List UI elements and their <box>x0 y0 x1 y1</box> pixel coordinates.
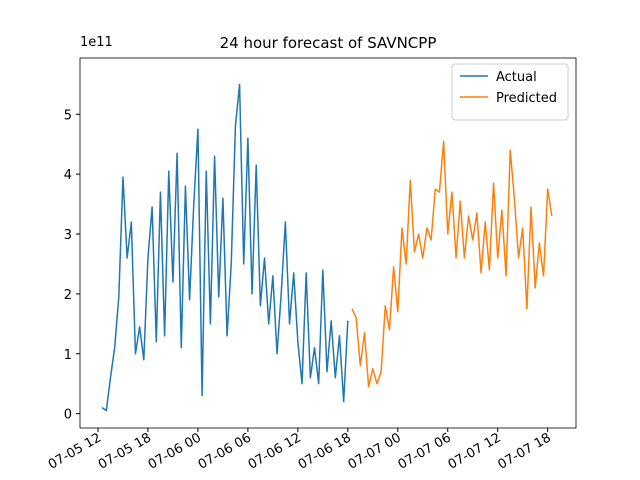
legend-label: Predicted <box>496 91 557 106</box>
y-tick-label: 4 <box>64 168 72 183</box>
series-line <box>351 140 553 388</box>
y-scale-label: 1e11 <box>80 35 113 50</box>
legend-box <box>451 63 569 121</box>
y-tick-label: 2 <box>64 288 72 303</box>
y-tick-label: 5 <box>64 108 72 123</box>
y-tick-label: 1 <box>64 348 72 363</box>
chart-title: 24 hour forecast of SAVNCPP <box>220 34 437 52</box>
plot-frame <box>79 57 577 429</box>
y-tick-label: 3 <box>64 228 72 243</box>
legend: Actual Predicted <box>451 63 569 121</box>
legend-label: Actual <box>496 70 537 85</box>
series-line <box>101 83 349 412</box>
y-tick-label: 0 <box>64 408 72 423</box>
